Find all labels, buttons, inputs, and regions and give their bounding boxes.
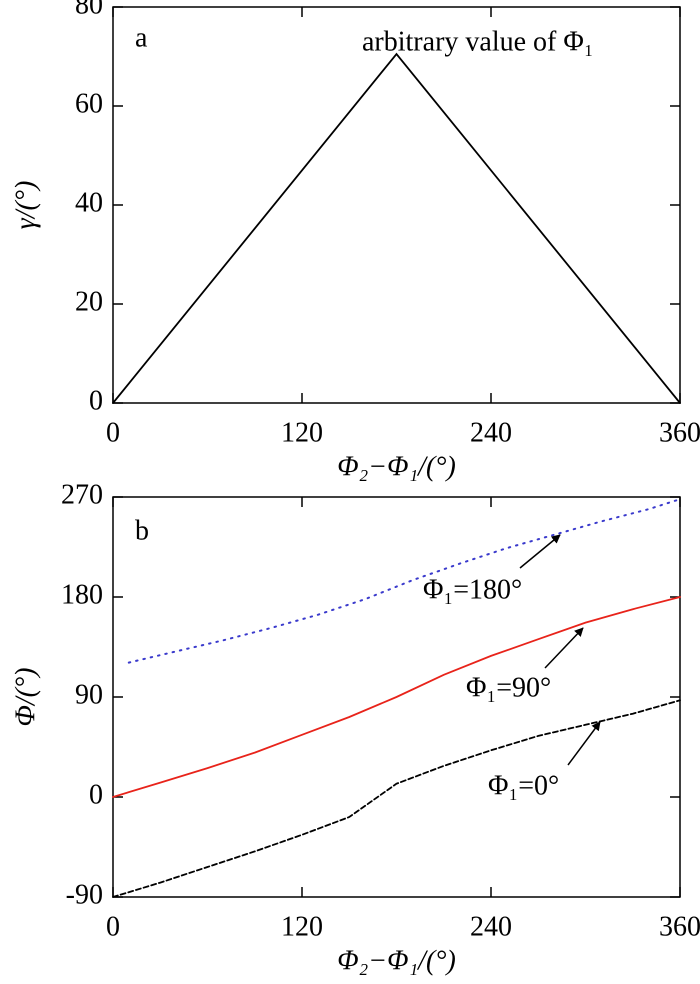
y-tick-label: 60 xyxy=(75,88,103,119)
data-line xyxy=(112,699,681,898)
y-axis-title: γ/(°) xyxy=(10,181,41,230)
annotation: Φ₁=90° xyxy=(466,672,551,703)
annotation-arrow xyxy=(544,627,584,669)
x-tick-label: 360 xyxy=(659,911,700,942)
panel-label: b xyxy=(135,515,149,546)
annotation: arbitrary value of Φ₁ xyxy=(362,26,594,57)
x-tick-label: 0 xyxy=(106,911,120,942)
x-tick-label: 240 xyxy=(470,911,512,942)
panel-label: a xyxy=(135,22,148,53)
y-tick-label: 20 xyxy=(75,286,103,317)
x-tick-label: 0 xyxy=(106,417,120,448)
y-tick-label: -90 xyxy=(66,879,103,910)
x-tick-label: 360 xyxy=(659,417,700,448)
x-tick-label: 240 xyxy=(470,417,512,448)
y-tick-label: 0 xyxy=(89,779,103,810)
y-tick-label: 270 xyxy=(61,479,103,510)
plot-frame xyxy=(112,6,681,404)
annotation: Φ₁=0° xyxy=(488,770,559,801)
y-tick-label: 180 xyxy=(61,579,103,610)
annotation-arrow xyxy=(519,534,561,569)
y-tick-label: 90 xyxy=(75,679,103,710)
x-axis-title: Φ₂−Φ₁/(°) xyxy=(337,945,456,976)
y-tick-label: 80 xyxy=(75,0,103,20)
x-axis-title: Φ₂−Φ₁/(°) xyxy=(337,451,456,482)
annotation: Φ₁=180° xyxy=(423,574,522,605)
x-tick-label: 120 xyxy=(281,911,323,942)
x-tick-label: 120 xyxy=(281,417,323,448)
y-axis-title: Φ/(°) xyxy=(10,668,41,727)
data-line xyxy=(112,52,681,404)
data-line xyxy=(127,498,681,664)
y-tick-label: 0 xyxy=(89,385,103,416)
y-tick-label: 40 xyxy=(75,187,103,218)
annotation-arrow xyxy=(567,721,601,766)
data-line xyxy=(112,596,681,798)
